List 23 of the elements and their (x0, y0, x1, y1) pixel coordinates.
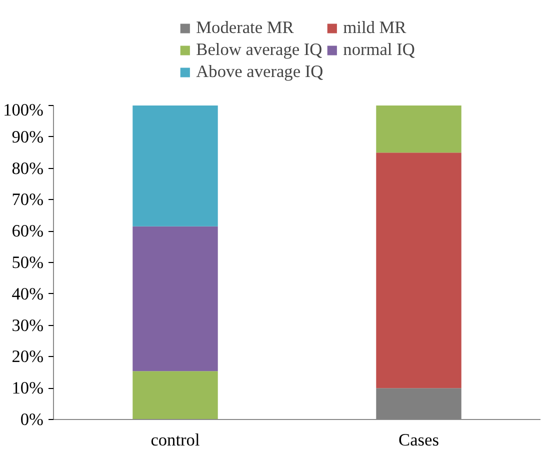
x-tick-label: Cases (398, 430, 440, 450)
bar (132, 371, 218, 420)
y-tick-label: 40% (12, 284, 44, 304)
y-tick-label: 30% (12, 316, 44, 335)
legend-label: Below average IQ (196, 40, 322, 60)
y-tick-label: 0% (20, 410, 44, 429)
legend-label: normal IQ (343, 40, 415, 60)
bar (132, 226, 218, 372)
y-tick-label: 90% (12, 127, 44, 146)
y-tick-label: 20% (12, 347, 44, 366)
y-tick-label: 100% (3, 100, 44, 120)
y-tick-label: 70% (12, 190, 44, 210)
y-tick-label: 50% (12, 253, 44, 272)
legend-label: mild MR (343, 18, 406, 38)
x-tick-label: control (150, 430, 200, 450)
legend-label: Above average IQ (196, 62, 324, 82)
y-tick-label: 60% (12, 222, 44, 241)
legend-label: Moderate MR (196, 18, 294, 38)
bar (376, 106, 462, 153)
y-tick-label: 80% (12, 158, 44, 178)
bar (132, 106, 218, 226)
y-tick-label: 10% (12, 378, 44, 398)
bar (376, 152, 462, 388)
